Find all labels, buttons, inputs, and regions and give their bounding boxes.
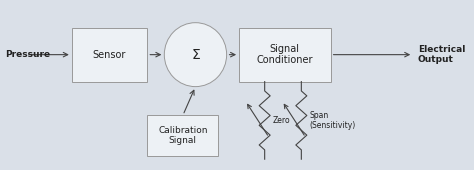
Text: $\Sigma$: $\Sigma$ [191,48,201,62]
FancyBboxPatch shape [72,28,147,82]
Text: Signal
Conditioner: Signal Conditioner [256,44,313,65]
Text: Span
(Sensitivity): Span (Sensitivity) [310,111,356,130]
Text: Calibration
Signal: Calibration Signal [158,126,208,145]
Ellipse shape [164,23,227,87]
FancyBboxPatch shape [239,28,331,82]
Text: Zero: Zero [273,116,291,125]
FancyBboxPatch shape [147,115,219,156]
Text: Pressure: Pressure [5,50,50,59]
Text: Sensor: Sensor [93,50,126,60]
Text: Electrical
Output: Electrical Output [418,45,465,64]
